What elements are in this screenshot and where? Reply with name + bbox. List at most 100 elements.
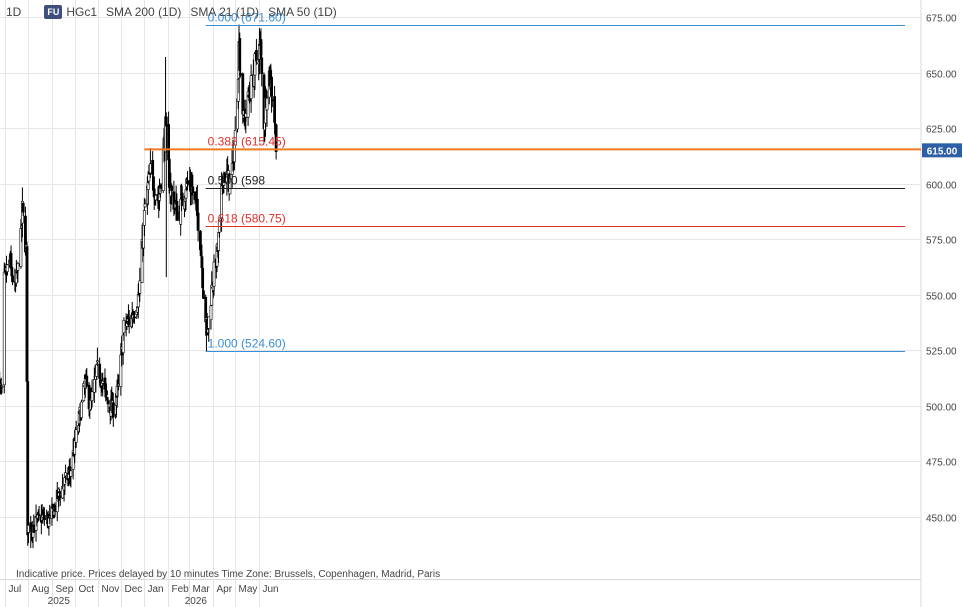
- candle-body: [25, 246, 29, 382]
- candle-body: [122, 319, 126, 334]
- candle-body: [19, 228, 23, 267]
- candle-body: [151, 159, 155, 175]
- candle-body: [2, 271, 6, 386]
- candle-body: [85, 375, 89, 387]
- x-tick-label: May: [239, 584, 258, 595]
- x-tick-label: Jun: [263, 584, 279, 595]
- x-tick-label: Oct: [79, 584, 95, 595]
- y-tick-label: 475.00: [926, 458, 957, 469]
- candlesticks: [0, 24, 278, 549]
- candle-body: [238, 38, 242, 71]
- candle-body: [98, 363, 102, 379]
- candle-body: [95, 360, 99, 363]
- year-label: 2025: [48, 596, 71, 607]
- candle-body: [11, 275, 14, 282]
- fib-label-1.000: 1.000 (524.60): [208, 337, 286, 351]
- y-tick-label: 600.00: [926, 181, 957, 192]
- candle-body: [16, 263, 20, 271]
- candle-body: [101, 380, 105, 384]
- candle-body: [127, 317, 131, 325]
- candle-body: [142, 210, 146, 226]
- chart-header: 1D FU HGc1 SMA 200 (1D) SMA 21 (1D) SMA …: [0, 0, 346, 24]
- candle-body: [90, 391, 94, 402]
- x-tick-label: Dec: [125, 584, 143, 595]
- y-tick-label: 525.00: [926, 347, 957, 358]
- candle-body: [159, 184, 163, 189]
- y-tick-label: 650.00: [926, 70, 957, 81]
- candle-body: [249, 75, 253, 99]
- candle-body: [64, 472, 67, 477]
- candle-body: [154, 194, 158, 201]
- y-tick-label: 675.00: [926, 14, 957, 25]
- candle-body: [196, 212, 200, 231]
- candle-body: [255, 50, 258, 61]
- candle-body: [69, 470, 73, 477]
- candle-body: [42, 515, 46, 520]
- candle-body: [103, 377, 107, 390]
- candle-body: [121, 334, 125, 353]
- candle-body: [5, 264, 9, 272]
- candle-body: [74, 429, 78, 443]
- candle-body: [138, 280, 142, 294]
- candle-body: [37, 514, 41, 516]
- candle-body: [58, 495, 62, 499]
- candle-body: [202, 290, 205, 299]
- candle-body: [164, 116, 168, 127]
- candle-body: [260, 57, 264, 75]
- candle-body: [105, 390, 108, 396]
- candle-body: [179, 198, 183, 225]
- fib-label-0.382: 0.382 (615.45): [208, 135, 286, 149]
- fib-label-0.500: 0.500 (598: [208, 174, 266, 188]
- candle-body: [204, 296, 208, 323]
- y-tick-label: 550.00: [926, 292, 957, 303]
- candle-body: [32, 524, 36, 533]
- y-tick-label: 450.00: [926, 514, 957, 525]
- indicator-sma200[interactable]: SMA 200 (1D): [106, 5, 182, 19]
- fibonacci-retracement[interactable]: 0.000 (671.60) 0.382 (615.45) 0.500 (598 0.…: [205, 11, 905, 352]
- indicator-sma50[interactable]: SMA 50 (1D): [268, 5, 337, 19]
- candle-body: [270, 99, 274, 101]
- x-tick-label: Jan: [148, 584, 164, 595]
- fib-label-0.000: 0.000 (671.60): [208, 11, 286, 25]
- candle-body: [184, 189, 188, 199]
- timeframe-label[interactable]: 1D: [6, 5, 22, 19]
- candle-body: [239, 72, 242, 76]
- candle-body: [146, 182, 150, 190]
- candle-body: [27, 525, 30, 533]
- candle-body: [233, 130, 237, 146]
- candle-body: [48, 515, 52, 517]
- candle-body: [180, 192, 184, 206]
- candle-body: [244, 113, 248, 118]
- x-tick-label: Sep: [56, 584, 74, 595]
- candle-body: [92, 379, 96, 393]
- candle-body: [274, 124, 278, 152]
- symbol-label[interactable]: HGc1: [66, 5, 98, 19]
- candle-body: [207, 316, 211, 329]
- price-tag-bg: [922, 143, 962, 158]
- candle-body: [26, 381, 30, 536]
- candle-body: [193, 191, 197, 200]
- candle-body: [21, 202, 25, 213]
- year-label: 2026: [185, 596, 208, 607]
- candle-body: [106, 400, 110, 405]
- candle-body: [0, 385, 4, 388]
- y-axis: 675.00 650.00 625.00 600.00 575.00 550.00 525.…: [926, 14, 957, 525]
- candle-body: [209, 305, 213, 321]
- x-tick-label: Feb: [172, 584, 190, 595]
- candle-body: [175, 201, 179, 221]
- candle-body: [186, 180, 189, 184]
- y-tick-label: 575.00: [926, 236, 957, 247]
- candle-body: [198, 230, 202, 251]
- x-tick-label: Jul: [9, 584, 22, 595]
- x-tick-label: Aug: [32, 584, 50, 595]
- candle-body: [191, 186, 195, 193]
- candle-body: [228, 178, 232, 195]
- fib-label-0.618: 0.618 (580.75): [208, 212, 286, 226]
- candle-body: [143, 203, 147, 208]
- candle-body: [133, 316, 136, 319]
- candle-body: [58, 491, 61, 494]
- candle-body: [265, 97, 269, 111]
- price-tag-label: 615.00: [927, 146, 958, 157]
- indicator-sma21[interactable]: SMA 21 (1D): [190, 5, 260, 19]
